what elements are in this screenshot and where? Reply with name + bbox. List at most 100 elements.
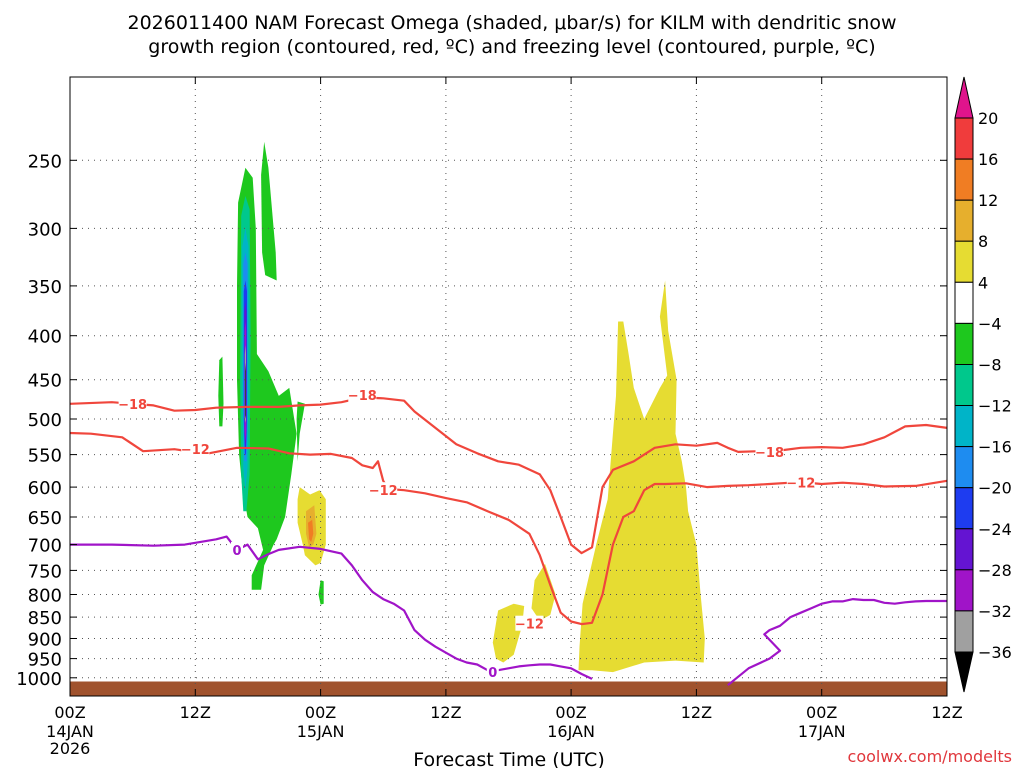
colorbar-band — [954, 117, 974, 160]
y-tick-label: 900 — [28, 630, 62, 651]
x-tick-label: 00Z — [54, 703, 85, 722]
colorbar-bottom-arrow — [954, 651, 974, 693]
contour-label-bg — [515, 615, 544, 631]
contour-label: −12 — [181, 443, 210, 458]
watermark: coolwx.com/modelts — [848, 747, 1012, 766]
y-tick-label: 700 — [28, 536, 62, 557]
contour-label-bg — [755, 443, 784, 459]
contour-label-bg — [786, 474, 815, 490]
contour-label: −18 — [348, 389, 377, 404]
ground-surface — [70, 681, 947, 696]
y-tick-label: 1000 — [16, 669, 62, 690]
contour-label: 0 — [232, 544, 241, 559]
y-tick-label: 950 — [28, 650, 62, 671]
y-tick-label: 300 — [28, 219, 62, 240]
y-tick-label: 750 — [28, 561, 62, 582]
contour-line-1 — [69, 431, 948, 626]
colorbar-label: 16 — [978, 150, 998, 169]
x-tick-label: 12Z — [681, 703, 712, 722]
contour-label-bg — [231, 541, 243, 557]
colorbar-label: 4 — [978, 273, 988, 292]
x-date-label: 14JAN — [46, 722, 94, 741]
omega-region-17 — [531, 563, 556, 621]
colorbar-band — [954, 158, 974, 201]
x-tick-label: 00Z — [555, 703, 586, 722]
y-tick-label: 850 — [28, 608, 62, 629]
colorbar-label: −12 — [978, 397, 1012, 416]
colorbar-band — [954, 487, 974, 530]
colorbar-label: −28 — [978, 561, 1012, 580]
colorbar-label: −36 — [978, 643, 1012, 662]
x-year-label: 2026 — [50, 739, 91, 758]
contour-label: −18 — [755, 446, 784, 461]
pressure-axis: 2503003504004505005506006507007508008509… — [16, 151, 947, 690]
omega-shading — [218, 141, 705, 673]
contour-label-bg — [369, 482, 398, 498]
colorbar-band — [954, 240, 974, 283]
contour-label-bg — [181, 441, 210, 457]
colorbar-label: −24 — [978, 520, 1012, 539]
plot-frame — [69, 76, 948, 697]
omega-region-18 — [578, 280, 705, 673]
omega-region-4 — [318, 580, 324, 605]
colorbar-band — [954, 364, 974, 407]
colorbar-band — [954, 569, 974, 612]
colorbar-label: −16 — [978, 438, 1012, 457]
x-tick-label: 12Z — [180, 703, 211, 722]
contour-label-bg — [486, 664, 499, 680]
colorbar-band — [954, 322, 974, 365]
omega-region-2 — [218, 356, 224, 427]
x-date-label: 17JAN — [798, 722, 846, 741]
omega-region-12 — [245, 362, 246, 419]
contour-line-3 — [727, 597, 947, 687]
x-date-label: 15JAN — [297, 722, 345, 741]
contour-label: −12 — [369, 484, 398, 499]
contour-line-0 — [69, 396, 948, 555]
contour-labels: −18 −18 −18 −12 −12 −12 −12 0 0 — [118, 387, 815, 681]
colorbar-label: −4 — [978, 314, 1002, 333]
x-tick-label: 12Z — [430, 703, 461, 722]
y-tick-label: 800 — [28, 586, 62, 607]
omega-colorbar: 20 16 12 8 4 −4 −8 −12 −16 −20 −24 −28 −32 −36 — [954, 76, 1012, 693]
plot-area: −18 −18 −18 −12 −12 −12 −12 0 0 — [69, 76, 948, 697]
colorbar-label: −20 — [978, 479, 1012, 498]
y-tick-label: 600 — [28, 478, 62, 499]
chart-title-line-2: growth region (contoured, red, ºC) and f… — [148, 36, 875, 58]
omega-region-15 — [308, 519, 314, 542]
colorbar-label: 8 — [978, 232, 988, 251]
contour-label: −12 — [786, 477, 815, 492]
y-tick-label: 450 — [28, 371, 62, 392]
y-tick-label: 650 — [28, 508, 62, 529]
contour-label: −12 — [515, 618, 544, 633]
contour-label: 0 — [488, 666, 497, 681]
x-date-label: 16JAN — [547, 722, 595, 741]
grid-lines — [69, 77, 948, 696]
colorbar-band — [954, 528, 974, 571]
x-axis-title: Forecast Time (UTC) — [413, 749, 604, 768]
omega-region-0 — [237, 167, 297, 590]
y-tick-label: 400 — [28, 327, 62, 348]
colorbar-band — [954, 281, 974, 324]
contour-label-bg — [118, 395, 147, 411]
omega-region-16 — [492, 603, 525, 663]
x-tick-label: 00Z — [806, 703, 837, 722]
contour-label-bg — [348, 387, 377, 403]
colorbar-band — [954, 610, 974, 653]
colorbar-band — [954, 405, 974, 448]
colorbar-label: 12 — [978, 191, 998, 210]
y-tick-label: 500 — [28, 410, 62, 431]
x-tick-label: 00Z — [305, 703, 336, 722]
omega-region-1 — [261, 141, 277, 281]
colorbar-band — [954, 199, 974, 242]
y-tick-label: 250 — [28, 151, 62, 172]
chart-title-line-1: 2026011400 NAM Forecast Omega (shaded, μ… — [128, 12, 897, 34]
colorbar-label: −32 — [978, 602, 1012, 621]
y-tick-label: 550 — [28, 446, 62, 467]
colorbar-top-arrow — [954, 76, 974, 119]
colorbar-band — [954, 446, 974, 489]
colorbar-label: 20 — [978, 109, 998, 128]
contour-label: −18 — [118, 398, 147, 413]
colorbar-label: −8 — [978, 356, 1002, 375]
